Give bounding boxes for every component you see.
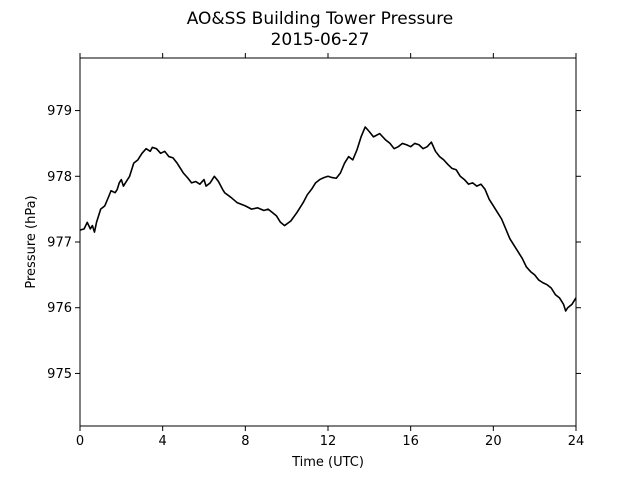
x-tick-label: 8 <box>241 434 249 449</box>
x-axis-label: Time (UTC) <box>291 455 364 470</box>
chart-subtitle: 2015-06-27 <box>271 30 370 50</box>
y-axis-label: Pressure (hPa) <box>24 195 39 288</box>
y-tick-label: 978 <box>47 170 72 185</box>
y-tick-label: 979 <box>47 104 72 119</box>
y-tick-label: 976 <box>47 301 72 316</box>
y-tick-label: 975 <box>47 367 72 382</box>
ticks-layer: 0 4 8 12 16 20 24 975 976 977 978 979 <box>47 53 584 449</box>
x-tick-label: 12 <box>320 434 337 449</box>
y-tick-label: 977 <box>47 236 72 251</box>
x-tick-label: 16 <box>402 434 419 449</box>
series-line-pressure <box>79 126 577 312</box>
x-tick-label: 20 <box>485 434 502 449</box>
chart-title: AO&SS Building Tower Pressure <box>187 9 454 29</box>
x-tick-label: 24 <box>568 434 585 449</box>
x-tick-label: 4 <box>159 434 167 449</box>
x-tick-label: 0 <box>76 434 84 449</box>
plot-frame <box>79 57 577 427</box>
